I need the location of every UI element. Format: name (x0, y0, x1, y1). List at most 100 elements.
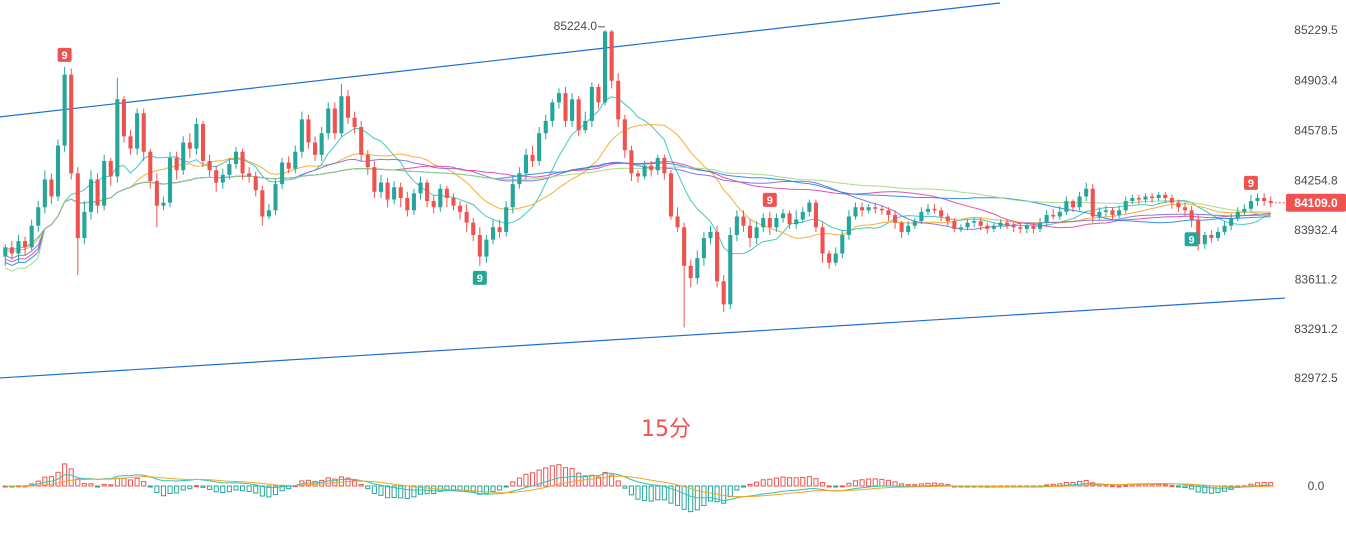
macd-histogram-bar (668, 485, 674, 504)
candle-body (523, 154, 529, 174)
marker-box (1184, 232, 1199, 247)
candle-body (998, 222, 1003, 226)
macd-histogram-bar (398, 485, 404, 499)
macd-histogram-bar (767, 478, 773, 487)
candlestick-series (3, 26, 1273, 328)
macd-histogram-bar (114, 477, 120, 487)
candle-body (642, 165, 647, 177)
candle-body (207, 160, 212, 171)
candle-body (794, 219, 799, 225)
candle-body (965, 222, 970, 228)
macd-histogram-bar (826, 485, 832, 488)
candle-body (365, 154, 370, 168)
macd-histogram-bar (207, 485, 213, 490)
macd-histogram-bar (622, 485, 628, 489)
macd-histogram-bar (628, 485, 634, 496)
candle-body (892, 214, 898, 223)
macd-histogram-bar (740, 485, 746, 488)
marker-label: 9 (62, 50, 68, 62)
price-tick-label: 84578.5 (1294, 123, 1338, 137)
macd-histogram-bar (213, 485, 219, 493)
candle-body (62, 74, 67, 146)
price-tick-label: 85229.5 (1294, 23, 1338, 37)
candle-body (1196, 219, 1201, 245)
candle-body (530, 154, 535, 161)
candle-body (747, 225, 753, 239)
candle-body (649, 165, 654, 171)
candle-body (1037, 222, 1043, 229)
candle-body (1018, 227, 1023, 229)
marker-label: 9 (1189, 234, 1195, 246)
macd-histogram-bar (1208, 485, 1214, 494)
macd-histogram-bar (543, 467, 549, 487)
candle-body (194, 123, 199, 149)
ma-line-6 (5, 166, 1271, 272)
candle-body (833, 253, 838, 263)
candle-body (616, 80, 621, 120)
candle-body (550, 102, 555, 121)
candle-body (1222, 225, 1227, 232)
candle-body (405, 197, 410, 211)
candle-body (589, 86, 594, 121)
macd-histogram-bar (905, 484, 911, 487)
candle-body (1064, 201, 1069, 212)
candle-body (398, 187, 403, 198)
macd-histogram-bar (431, 485, 437, 495)
macd-histogram-bar (81, 483, 87, 487)
macd-histogram-bar (872, 478, 878, 487)
macd-histogram-bar (68, 468, 74, 487)
marker-label: 9 (767, 195, 773, 207)
macd-histogram-bar (1169, 485, 1175, 488)
candle-body (280, 162, 285, 185)
macd-histogram-bar (121, 477, 127, 487)
macd-histogram-bar (167, 485, 173, 494)
candle-body (734, 216, 739, 235)
td-buy-marker: 9 (472, 270, 487, 285)
macd-histogram-bar (490, 485, 496, 492)
macd-histogram-bar (1109, 485, 1116, 488)
macd-histogram-bar (180, 485, 186, 491)
candle-body (603, 31, 608, 103)
channel-upper-line (0, 2, 1001, 118)
candle-body (42, 179, 47, 208)
candle-body (1143, 196, 1148, 200)
candle-body (721, 281, 726, 305)
td-sell-marker: 9 (762, 192, 777, 207)
candle-body (1262, 197, 1267, 202)
candle-body (253, 176, 258, 191)
macd-histogram-bar (899, 483, 905, 487)
td-sell-marker: 9 (1243, 175, 1258, 190)
macd-histogram-bar (1182, 485, 1188, 489)
candle-body (220, 174, 225, 183)
price-tick-label: 83291.2 (1294, 322, 1338, 336)
td-buy-marker: 9 (1184, 232, 1199, 247)
candle-body (866, 207, 871, 211)
macd-histogram-bar (464, 485, 470, 492)
macd-histogram-bar (1268, 482, 1274, 487)
candle-body (1176, 202, 1181, 208)
macd-histogram-bar (95, 485, 101, 488)
price-tick-label: 84254.8 (1294, 173, 1338, 187)
candle-body (774, 218, 779, 228)
candle-body (767, 218, 772, 228)
candle-body (233, 151, 239, 165)
candle-body (695, 258, 700, 279)
candle-body (451, 197, 456, 206)
candle-body (563, 93, 568, 121)
candle-body (873, 207, 878, 209)
candle-body (128, 136, 133, 149)
macd-histogram-bar (101, 483, 107, 487)
last-price-label: 84109.0 (1294, 196, 1338, 210)
macd-histogram-bar (319, 479, 325, 487)
channel-lines (0, 2, 1286, 379)
candle-body (378, 182, 384, 192)
macd-histogram-bar (1215, 485, 1221, 494)
macd-histogram-bar (839, 485, 845, 488)
macd-histogram-bar (760, 479, 766, 487)
macd-histogram-bar (536, 469, 542, 487)
candle-body (200, 123, 206, 161)
candle-body (761, 218, 766, 228)
candle-body (260, 190, 265, 217)
macd-histogram-bar (615, 480, 621, 487)
